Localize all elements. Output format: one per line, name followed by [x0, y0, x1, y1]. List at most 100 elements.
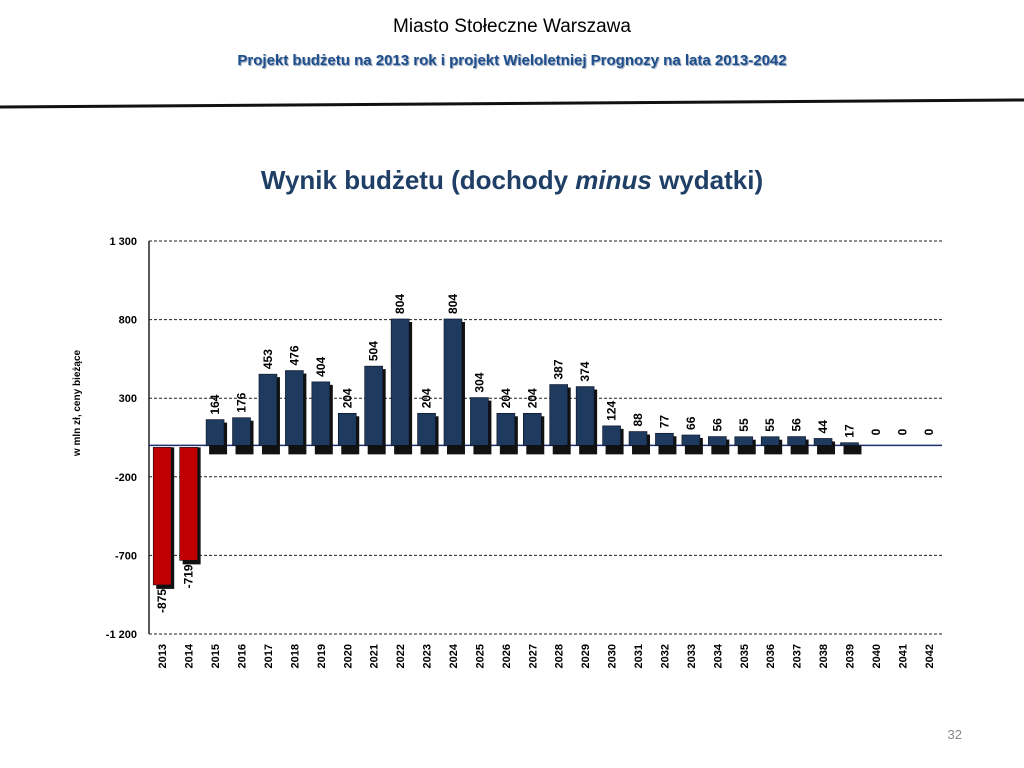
bar: [364, 365, 383, 446]
y-tick-label: -1 200: [106, 629, 137, 641]
bar: [575, 386, 595, 446]
bar: [549, 384, 569, 446]
data-label: 17: [842, 424, 856, 438]
chart-title: Wynik budżetu (dochody minus wydatki): [0, 165, 1024, 196]
data-label: 0: [869, 428, 883, 435]
x-tick-label: 2027: [527, 644, 539, 668]
budget-bar-chart: 1 300 800 300 -200 -700 -1 200 w mln zł, ceny …: [72, 236, 942, 668]
bar: [443, 318, 463, 446]
y-tick-label: -200: [115, 472, 137, 484]
x-tick-label: 2023: [422, 644, 434, 668]
bar: [522, 412, 542, 446]
bar: [179, 447, 198, 561]
x-tick-label: 2017: [263, 644, 275, 668]
bar: [390, 318, 410, 446]
data-label: 374: [578, 361, 592, 381]
x-tick-label: 2032: [659, 644, 671, 668]
data-label: 387: [552, 359, 566, 379]
x-tick-label: 2024: [448, 643, 460, 668]
x-tick-label: 2036: [765, 644, 777, 668]
bar: [417, 412, 436, 446]
bar: [285, 370, 304, 446]
bar: [840, 442, 859, 446]
data-label: 204: [340, 388, 354, 408]
header-subtitle: Projekt budżetu na 2013 rok i projekt Wi…: [237, 52, 787, 69]
x-tick-label: 2042: [924, 644, 936, 668]
data-label: 804: [393, 294, 407, 314]
data-label: -719: [182, 564, 196, 588]
bar: [602, 425, 621, 446]
data-label: 204: [499, 388, 513, 408]
x-tick-label: 2034: [712, 643, 724, 668]
header-title: Miasto Stołeczne Warszawa: [393, 16, 631, 37]
data-label: 124: [605, 401, 619, 421]
bar: [496, 412, 516, 446]
data-label: 44: [816, 420, 830, 434]
x-tick-label: 2041: [897, 644, 909, 668]
data-label: 55: [763, 418, 777, 432]
x-tick-label: 2016: [237, 644, 249, 668]
x-tick-label: 2022: [395, 644, 407, 668]
x-tick-label: 2026: [501, 644, 513, 668]
data-label: 88: [631, 413, 645, 427]
data-label: 56: [710, 418, 724, 432]
bar: [681, 434, 701, 446]
bar: [258, 373, 278, 446]
x-tick-label: 2035: [739, 644, 751, 668]
data-label: 55: [737, 418, 751, 432]
page-number: 32: [947, 727, 962, 742]
data-label: 56: [790, 418, 804, 432]
y-tick-label: 300: [119, 393, 137, 405]
data-label: -875: [155, 589, 169, 613]
data-label: 404: [314, 357, 328, 377]
data-label: 304: [472, 372, 486, 392]
data-label: 476: [287, 345, 301, 365]
chart-title-part1: Wynik budżetu (dochody: [260, 165, 576, 195]
bar-shadow: [843, 445, 862, 455]
data-label: 77: [657, 415, 671, 429]
x-tick-label: 2038: [818, 644, 830, 668]
data-label: 0: [922, 428, 936, 435]
bar: [708, 436, 727, 446]
bar: [787, 436, 806, 446]
header-divider: [0, 98, 1024, 109]
y-tick-label: 1 300: [109, 236, 137, 248]
x-tick-label: 2033: [686, 644, 698, 668]
chart-title-italic: minus: [575, 165, 652, 195]
bar: [232, 417, 251, 446]
x-tick-label: 2020: [342, 644, 354, 668]
data-label: 66: [684, 416, 698, 430]
data-label: 204: [420, 388, 434, 408]
data-label: 453: [261, 349, 275, 369]
x-tick-label: 2031: [633, 644, 645, 668]
chart-title-part3: wydatki): [651, 165, 764, 195]
x-tick-label: 2021: [369, 644, 381, 668]
bar: [152, 447, 172, 586]
bar: [205, 419, 225, 446]
x-tick-label: 2039: [844, 644, 856, 668]
x-tick-label: 2019: [316, 644, 328, 668]
bar: [628, 431, 648, 446]
bar: [311, 381, 331, 446]
x-tick-label: 2029: [580, 644, 592, 668]
y-axis-label: w mln zł, ceny bieżące: [72, 349, 83, 457]
x-tick-label: 2015: [210, 644, 222, 668]
x-tick-label: 2037: [792, 644, 804, 668]
x-tick-label: 2018: [289, 644, 301, 668]
bar: [337, 412, 357, 446]
y-tick-label: -700: [115, 550, 137, 562]
x-tick-label: 2040: [871, 644, 883, 668]
data-label: 176: [235, 392, 249, 412]
data-label: 204: [525, 388, 539, 408]
x-tick-label: 2028: [554, 644, 566, 668]
x-tick-label: 2014: [184, 643, 196, 668]
bar: [470, 397, 489, 446]
data-label: 504: [367, 341, 381, 361]
data-label: 164: [208, 394, 222, 414]
bar: [655, 432, 674, 446]
x-tick-label: 2030: [607, 644, 619, 668]
bar: [734, 436, 754, 446]
x-tick-label: 2025: [474, 644, 486, 668]
bar: [760, 436, 780, 446]
bar: [813, 438, 833, 446]
